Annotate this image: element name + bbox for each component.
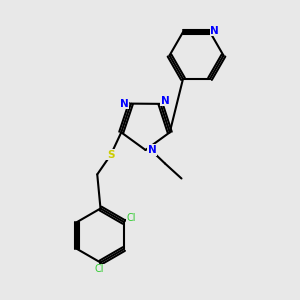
Text: Cl: Cl — [94, 264, 104, 274]
Text: S: S — [107, 150, 115, 160]
Text: N: N — [120, 99, 129, 109]
Text: N: N — [160, 96, 169, 106]
Text: Cl: Cl — [126, 213, 136, 224]
Text: N: N — [148, 145, 157, 155]
Text: N: N — [210, 26, 219, 36]
